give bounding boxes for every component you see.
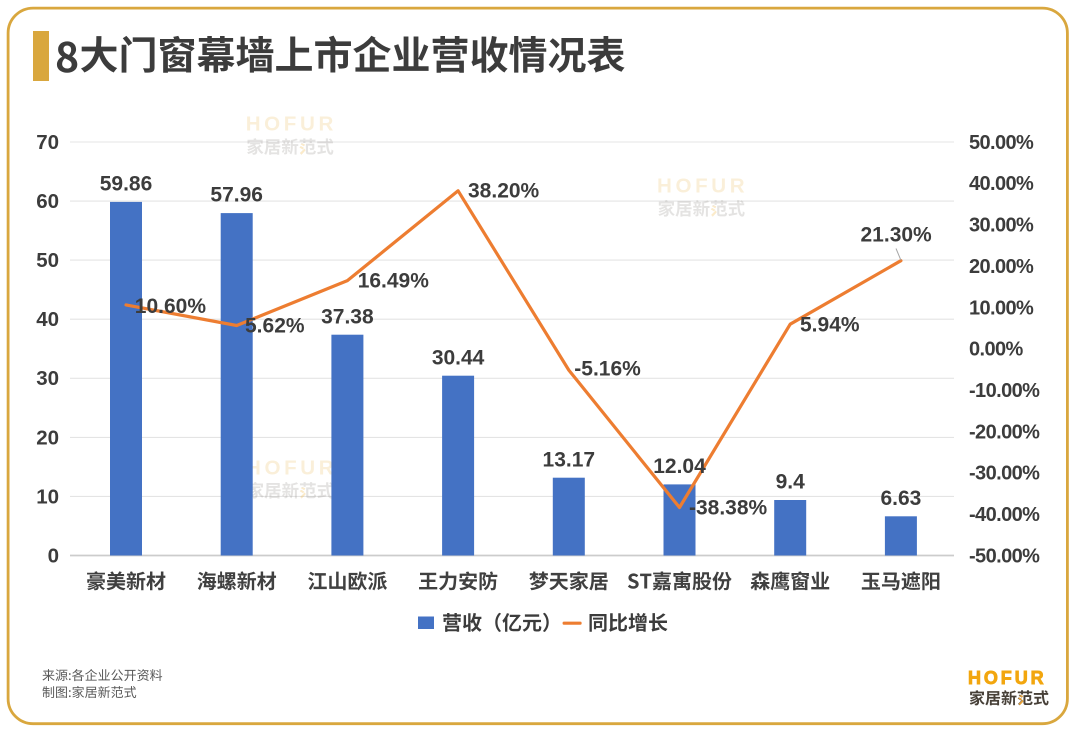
svg-text:-5.16%: -5.16% <box>574 358 641 381</box>
svg-text:0: 0 <box>48 544 59 567</box>
svg-text:0.00%: 0.00% <box>969 339 1024 361</box>
svg-text:37.38: 37.38 <box>321 305 374 328</box>
svg-text:-30.00%: -30.00% <box>969 463 1040 485</box>
svg-text:-20.00%: -20.00% <box>969 421 1040 443</box>
svg-text:60: 60 <box>36 190 59 213</box>
svg-text:10.60%: 10.60% <box>135 295 207 318</box>
svg-text:-40.00%: -40.00% <box>969 504 1040 526</box>
svg-text:38.20%: 38.20% <box>468 180 540 203</box>
svg-text:10.00%: 10.00% <box>969 297 1034 319</box>
svg-text:50.00%: 50.00% <box>969 132 1034 154</box>
svg-text:10: 10 <box>36 485 59 508</box>
svg-text:20.00%: 20.00% <box>969 256 1034 278</box>
svg-text:5.94%: 5.94% <box>800 314 860 337</box>
svg-text:5.62%: 5.62% <box>245 315 305 338</box>
svg-text:30: 30 <box>36 367 59 390</box>
svg-text:40: 40 <box>36 308 59 331</box>
svg-text:6.63: 6.63 <box>880 487 921 510</box>
svg-text:16.49%: 16.49% <box>358 270 430 293</box>
svg-text:21.30%: 21.30% <box>861 224 933 247</box>
svg-text:13.17: 13.17 <box>543 448 596 471</box>
svg-text:30.00%: 30.00% <box>969 215 1034 237</box>
svg-text:-10.00%: -10.00% <box>969 380 1040 402</box>
svg-text:57.96: 57.96 <box>210 184 263 207</box>
svg-text:50: 50 <box>36 249 59 272</box>
svg-text:9.4: 9.4 <box>776 471 806 494</box>
svg-text:70: 70 <box>36 131 59 154</box>
svg-text:20: 20 <box>36 426 59 449</box>
svg-text:-50.00%: -50.00% <box>969 545 1040 567</box>
svg-text:30.44: 30.44 <box>432 346 485 369</box>
svg-text:-38.38%: -38.38% <box>689 497 768 520</box>
svg-text:40.00%: 40.00% <box>969 173 1034 195</box>
svg-text:12.04: 12.04 <box>653 455 706 478</box>
svg-text:59.86: 59.86 <box>100 173 153 196</box>
svg-text:HOFUR: HOFUR <box>968 668 1047 688</box>
